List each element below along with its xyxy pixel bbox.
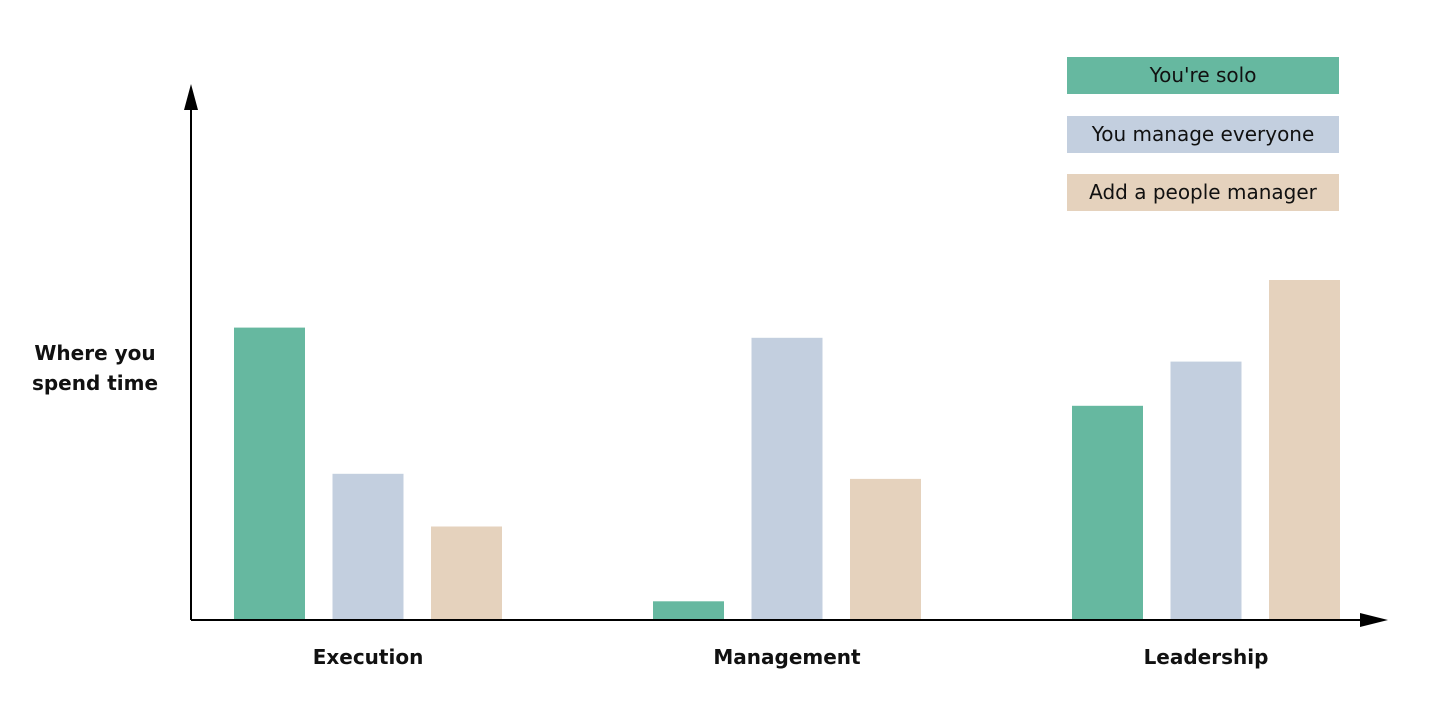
bars-group <box>234 280 1340 620</box>
legend-label: Add a people manager <box>1089 180 1318 204</box>
legend-swatch <box>1067 116 1339 153</box>
x-axis-arrowhead <box>1360 613 1388 627</box>
legend: You're solo You manage everyone Add a peop… <box>1067 57 1339 211</box>
bar-management-you-manage-everyone <box>751 337 823 620</box>
bar-leadership-you-manage-everyone <box>1170 361 1242 620</box>
category-label-leadership: Leadership <box>1144 645 1269 669</box>
legend-item-add-a-people-manager: Add a people manager <box>1067 174 1339 211</box>
legend-item-you-re-solo: You're solo <box>1067 57 1339 94</box>
axes-group <box>184 84 1388 627</box>
bar-execution-you-re-solo <box>234 327 305 620</box>
legend-label: You manage everyone <box>1091 122 1315 146</box>
bar-execution-add-a-people-manager <box>431 526 502 620</box>
bar-management-add-a-people-manager <box>850 478 921 620</box>
bar-execution-you-manage-everyone <box>332 473 404 620</box>
category-labels: Execution Management Leadership <box>313 645 1269 669</box>
legend-swatch <box>1067 174 1339 211</box>
legend-item-you-manage-everyone: You manage everyone <box>1067 116 1339 153</box>
y-axis-arrowhead <box>184 84 198 110</box>
category-label-management: Management <box>713 645 861 669</box>
bar-leadership-add-a-people-manager <box>1269 280 1340 620</box>
legend-label: You're solo <box>1149 63 1257 87</box>
y-axis-label: Where you spend time <box>31 341 159 395</box>
bar-leadership-you-re-solo <box>1072 405 1143 620</box>
bar-management-you-re-solo <box>653 601 724 620</box>
legend-swatch <box>1067 57 1339 94</box>
category-label-execution: Execution <box>313 645 424 669</box>
